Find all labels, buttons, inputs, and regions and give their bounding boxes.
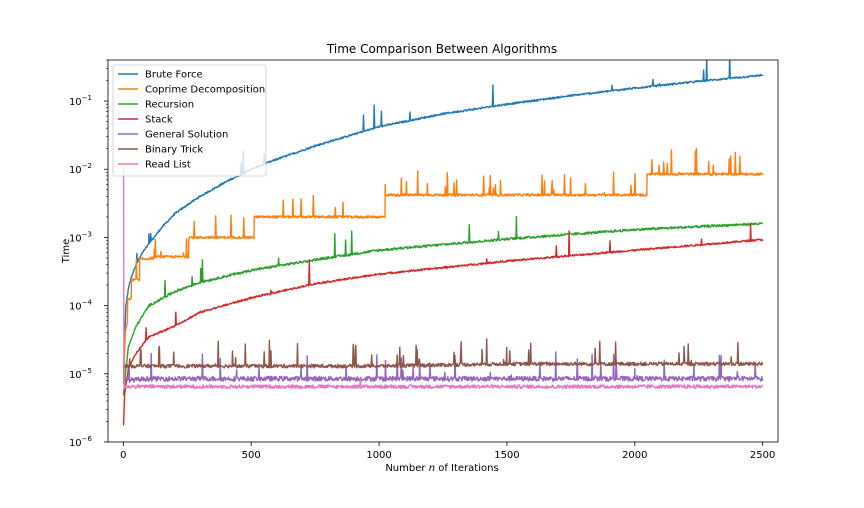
- plot-area: [122, 60, 764, 426]
- y-tick-label: 10−3: [69, 230, 92, 244]
- x-axis-label: Number n of Iterations: [385, 463, 498, 474]
- y-tick-base: 10: [69, 97, 82, 108]
- series-line-stack: [122, 223, 764, 426]
- y-tick-base: 10: [69, 438, 82, 449]
- series-line-recursion: [122, 215, 764, 396]
- legend: Brute Force Coprime Decomposition Recursio…: [112, 64, 267, 177]
- x-tick-label: 1500: [494, 450, 519, 461]
- y-tick-base: 10: [69, 233, 82, 244]
- axes-frame: [107, 59, 779, 443]
- x-axis-label-part: Number: [385, 463, 428, 474]
- y-axis-label: Time: [61, 239, 72, 264]
- x-tick-label: 0: [120, 450, 126, 461]
- series-line-binary-trick: [122, 338, 764, 369]
- y-tick-exponent: −2: [82, 162, 92, 170]
- y-tick-exponent: −1: [82, 94, 92, 102]
- x-tick-label: 1000: [366, 450, 391, 461]
- chart-title: Time Comparison Between Algorithms: [326, 42, 557, 56]
- legend-label: Recursion: [145, 100, 194, 111]
- x-tick-label: 2000: [622, 450, 647, 461]
- y-tick-exponent: −4: [82, 299, 93, 307]
- x-tick-label: 500: [242, 450, 261, 461]
- series-line-general-solution: [122, 351, 764, 384]
- y-tick-base: 10: [69, 302, 82, 313]
- y-tick-label: 10−6: [69, 435, 93, 449]
- y-tick-label: 10−1: [69, 94, 92, 108]
- y-axis-ticks: 10−610−510−410−310−210−1: [69, 59, 108, 449]
- x-axis-label-italic: n: [429, 463, 435, 474]
- legend-label: Coprime Decomposition: [145, 85, 265, 96]
- y-tick-base: 10: [69, 370, 82, 381]
- x-tick-label: 2500: [750, 450, 775, 461]
- y-tick-base: 10: [69, 165, 82, 176]
- y-tick-exponent: −5: [82, 367, 92, 375]
- series-line-brute-force: [122, 60, 764, 375]
- x-axis-label-part: of Iterations: [435, 463, 499, 474]
- y-tick-label: 10−4: [69, 299, 93, 313]
- y-tick-label: 10−2: [69, 162, 92, 176]
- legend-label: Stack: [145, 115, 173, 126]
- y-tick-exponent: −6: [82, 435, 93, 443]
- y-tick-label: 10−5: [69, 367, 92, 381]
- legend-label: Binary Trick: [145, 145, 203, 156]
- legend-box: [112, 64, 267, 177]
- series-line-coprime-decomposition: [122, 147, 764, 385]
- legend-label: Brute Force: [145, 70, 203, 81]
- x-axis-ticks: 0 500 1000 1500 2000 2500: [120, 442, 775, 461]
- legend-label: Read List: [145, 160, 191, 171]
- series-line-read-list: [122, 167, 764, 390]
- legend-label: General Solution: [145, 130, 228, 141]
- y-tick-exponent: −3: [82, 230, 92, 238]
